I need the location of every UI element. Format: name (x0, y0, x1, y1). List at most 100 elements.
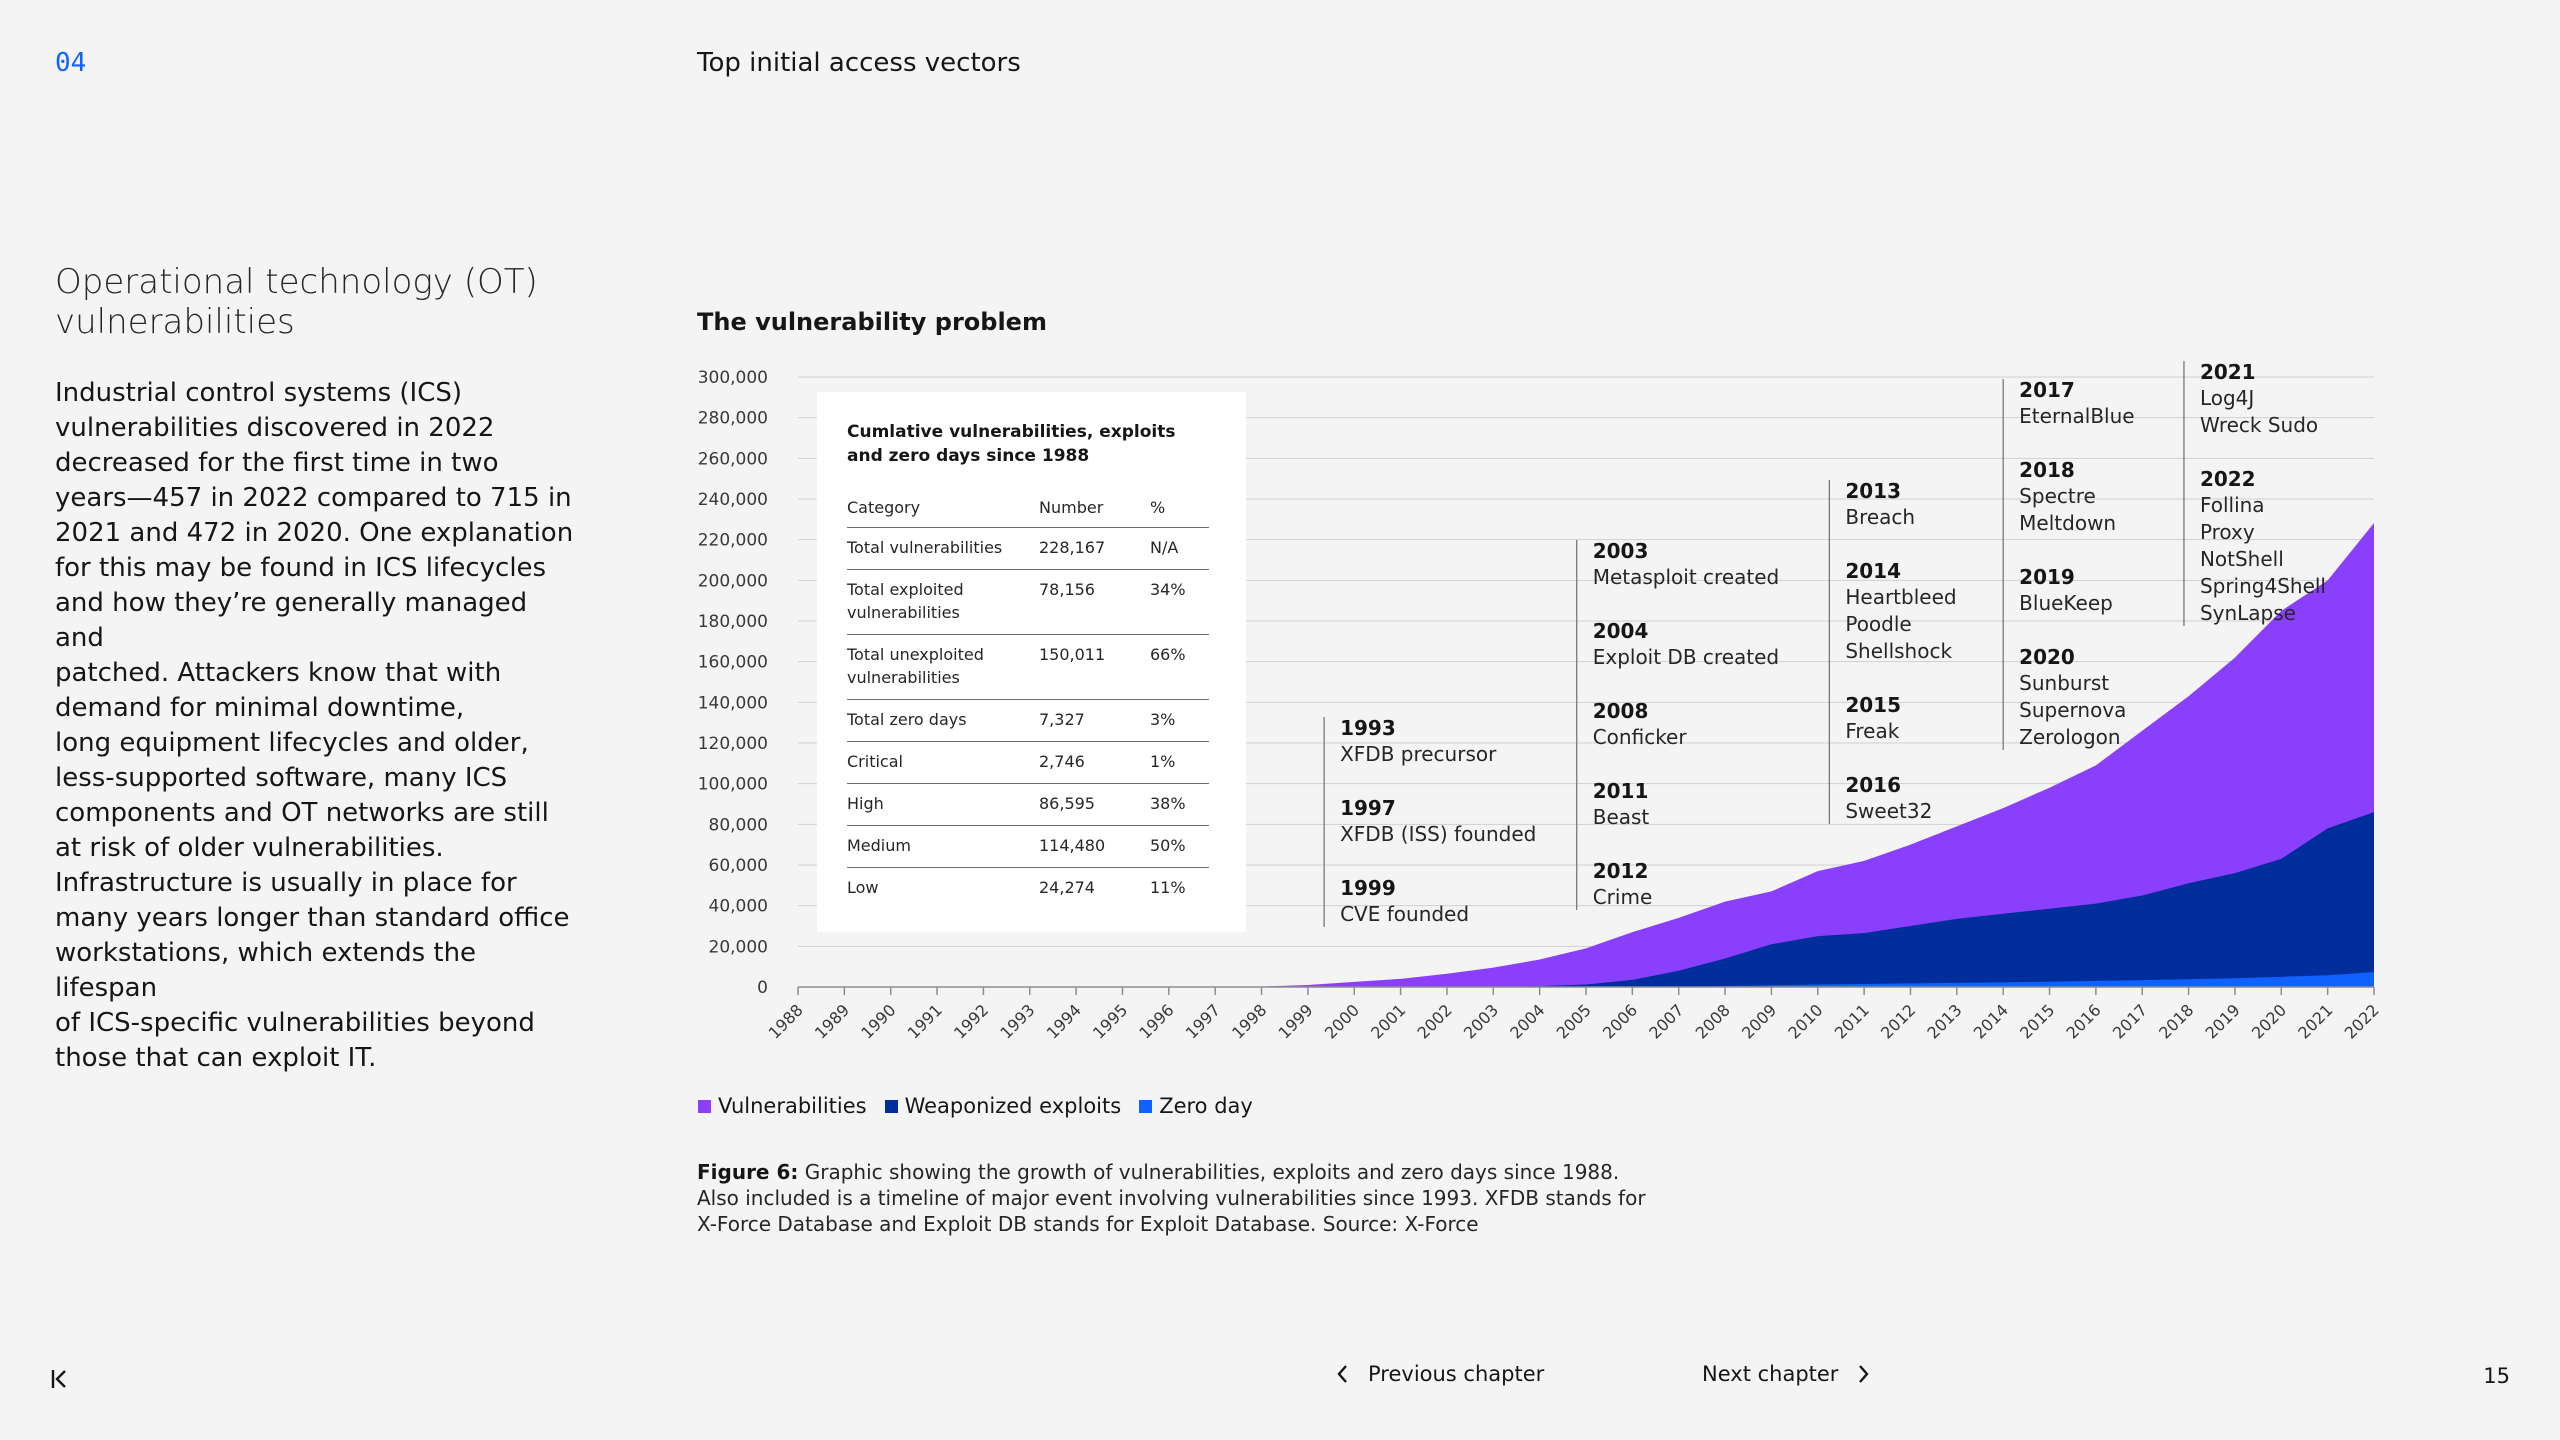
timeline-event: Proxy (2200, 520, 2255, 544)
timeline-event: XFDB precursor (1340, 742, 1497, 766)
y-tick-label: 0 (757, 978, 768, 998)
timeline-year: 2013 (1845, 479, 1901, 503)
legend-item-vulnerabilities: Vulnerabilities (698, 1094, 867, 1118)
timeline-event: Log4J (2200, 386, 2254, 410)
column-header: % (1150, 490, 1209, 528)
chevron-right-icon (1859, 1365, 1870, 1383)
row-category: Total zero days (847, 699, 1039, 742)
y-tick-label: 180,000 (698, 612, 768, 632)
timeline-year: 2016 (1845, 773, 1901, 797)
y-tick-label: 260,000 (698, 449, 768, 469)
timeline-year: 2008 (1593, 699, 1649, 723)
x-tick-label: 2002 (1414, 1000, 1456, 1042)
table-row: Critical 2,746 1% (847, 741, 1209, 784)
x-tick-label: 2008 (1692, 1000, 1734, 1042)
y-tick-label: 120,000 (698, 734, 768, 754)
previous-chapter-link[interactable]: Previous chapter (1336, 1362, 1544, 1386)
timeline-event: Freak (1845, 719, 1899, 743)
timeline-year: 2015 (1845, 693, 1901, 717)
timeline-year: 2011 (1593, 779, 1649, 803)
x-tick-label: 2011 (1831, 1000, 1873, 1042)
table-row: Total zero days 7,327 3% (847, 699, 1209, 742)
legend-swatch (1139, 1099, 1153, 1113)
timeline-year: 2021 (2200, 360, 2256, 384)
timeline-year: 2019 (2019, 565, 2075, 589)
x-tick-label: 1996 (1135, 1000, 1177, 1042)
caption-label: Figure 6: (697, 1160, 799, 1184)
table-header-row: Category Number % (847, 490, 1209, 528)
timeline-year: 2012 (1593, 859, 1649, 883)
next-chapter-link[interactable]: Next chapter (1702, 1362, 1870, 1386)
timeline-event: Exploit DB created (1593, 645, 1779, 669)
timeline-event: Poodle (1845, 612, 1911, 636)
legend-swatch (884, 1099, 898, 1113)
table-row: Total exploited vulnerabilities 78,156 34% (847, 569, 1209, 635)
x-tick-label: 1999 (1274, 1000, 1316, 1042)
x-tick-label: 2016 (2062, 1000, 2104, 1042)
row-category: Total exploited vulnerabilities (847, 569, 1039, 635)
y-tick-label: 60,000 (709, 856, 768, 876)
chapter-title: Top initial access vectors (697, 48, 1021, 78)
x-tick-label: 2020 (2248, 1000, 2290, 1042)
previous-chapter-label: Previous chapter (1368, 1362, 1545, 1386)
row-number: 24,274 (1039, 878, 1095, 897)
x-tick-label: 2001 (1367, 1000, 1409, 1042)
column-header: Number (1039, 490, 1150, 528)
row-category: Total vulnerabilities (847, 527, 1039, 570)
first-page-icon (51, 1370, 66, 1388)
row-category: Low (847, 878, 879, 897)
legend-label: Zero day (1159, 1094, 1253, 1118)
row-number: 150,011 (1039, 634, 1150, 700)
timeline-year: 2018 (2019, 458, 2075, 482)
vulnerability-area-chart: 0 20,000 40,000 60,000 80,000 100,000 120,000 1… (698, 360, 2383, 1043)
timeline-event: Meltdown (2019, 511, 2116, 535)
row-percent: 3% (1150, 699, 1209, 742)
row-percent: 38% (1150, 783, 1209, 826)
caption-text: Graphic showing the growth of vulnerabil… (697, 1160, 1646, 1236)
row-percent: 34% (1150, 569, 1209, 635)
chart-legend: Vulnerabilities Weaponized exploits Zero… (698, 1094, 1253, 1118)
legend-label: Vulnerabilities (718, 1094, 867, 1118)
timeline-event: Spring4Shell (2200, 574, 2326, 598)
x-tick-label: 2000 (1321, 1000, 1363, 1042)
table-row: Total vulnerabilities 228,167 N/A (847, 527, 1209, 570)
legend-swatch (698, 1099, 711, 1113)
first-page-button[interactable] (50, 1364, 70, 1397)
timeline-year: 2003 (1593, 539, 1649, 563)
timeline-year: 2020 (2019, 645, 2075, 669)
row-category: Critical (847, 741, 1039, 784)
timeline-event: CVE founded (1340, 902, 1469, 926)
inset-table-title: Cumlative vulnerabilities, exploits and … (847, 422, 1176, 466)
x-tick-label: 1989 (811, 1000, 853, 1042)
y-tick-label: 80,000 (709, 815, 768, 835)
legend-item-weaponized-exploits: Weaponized exploits (884, 1094, 1122, 1118)
timeline-event: Crime (1593, 885, 1653, 909)
row-number: 86,595 (1039, 783, 1150, 826)
y-tick-label: 140,000 (698, 693, 768, 713)
timeline-event: XFDB (ISS) founded (1340, 822, 1536, 846)
timeline-event: NotShell (2200, 547, 2284, 571)
y-tick-label: 40,000 (709, 897, 768, 917)
x-tick-label: 1998 (1228, 1000, 1270, 1042)
timeline-event: Follina (2200, 493, 2265, 517)
y-tick-label: 100,000 (698, 775, 768, 795)
timeline-event: Breach (1845, 505, 1915, 529)
x-tick-label: 2007 (1645, 1000, 1687, 1042)
body-text: Industrial control systems (ICS) vulnera… (55, 378, 574, 1073)
row-percent: 50% (1150, 825, 1209, 868)
timeline-event: Spectre (2019, 484, 2096, 508)
row-percent: 66% (1150, 634, 1209, 700)
row-category: Medium (847, 825, 1039, 868)
x-tick-label: 2017 (2109, 1000, 2151, 1042)
row-number: 78,156 (1039, 569, 1150, 635)
legend-label: Weaponized exploits (904, 1094, 1122, 1118)
legend-item-zero-day: Zero day (1139, 1094, 1253, 1118)
timeline-event: Conficker (1593, 725, 1688, 749)
x-tick-label: 2022 (2341, 1000, 2383, 1042)
timeline-event: Metasploit created (1593, 565, 1780, 589)
timeline-year: 2004 (1593, 619, 1649, 643)
timeline-event: Wreck Sudo (2200, 413, 2318, 437)
x-tick-label: 1995 (1089, 1000, 1131, 1042)
x-tick-label: 2012 (1877, 1000, 1919, 1042)
x-tick-label: 2019 (2202, 1000, 2244, 1042)
